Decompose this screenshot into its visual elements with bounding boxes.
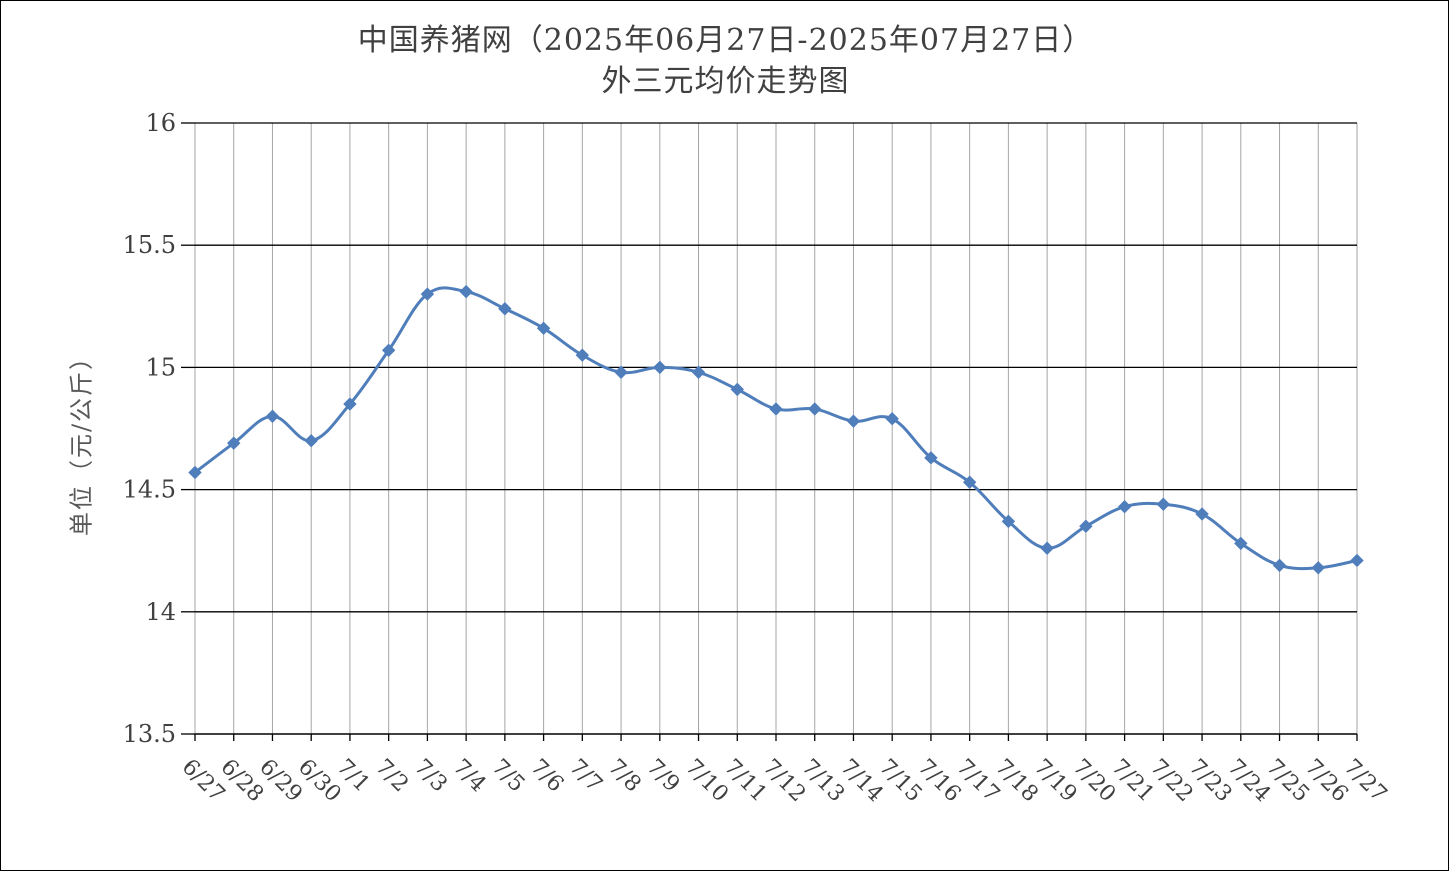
x-tick-label: 7/3 — [409, 755, 452, 798]
data-point-marker — [227, 436, 241, 450]
data-point-marker — [304, 434, 318, 448]
x-tick-label: 7/19 — [1029, 755, 1082, 808]
x-tick-label: 7/8 — [603, 755, 646, 798]
data-point-marker — [846, 414, 861, 428]
chart-subtitle: 外三元均价走势图 — [601, 64, 850, 99]
x-tick-label: 7/22 — [1145, 755, 1198, 808]
data-point-marker — [188, 465, 202, 480]
x-tick-label: 7/16 — [913, 755, 966, 808]
x-tick-label: 7/11 — [719, 755, 772, 808]
x-tick-label: 6/29 — [254, 755, 307, 808]
x-tick-label: 7/6 — [525, 755, 568, 798]
data-point-marker — [498, 302, 512, 316]
x-tick-label: 7/4 — [448, 755, 491, 798]
data-point-marker — [1234, 536, 1248, 551]
data-point-marker — [808, 402, 822, 416]
data-point-marker — [653, 360, 667, 375]
y-axis-ticks: 13.5 14 14.5 15 15.5 16 — [123, 109, 195, 748]
x-tick-label: 7/2 — [370, 755, 413, 798]
data-point-marker — [459, 284, 473, 299]
x-tick-label: 7/13 — [796, 755, 849, 808]
data-point-marker — [614, 365, 628, 379]
x-tick-label: 7/25 — [1261, 755, 1314, 808]
y-tick-label: 13.5 — [123, 720, 176, 748]
data-point-marker — [1040, 541, 1054, 555]
x-tick-label: 6/27 — [177, 755, 230, 808]
data-point-marker — [1272, 558, 1287, 573]
data-point-marker — [885, 412, 899, 426]
y-tick-label: 15.5 — [123, 231, 176, 259]
x-tick-label: 7/12 — [758, 755, 811, 808]
data-point-marker — [924, 451, 938, 465]
data-point-marker — [575, 348, 590, 362]
data-point-marker — [769, 402, 783, 416]
data-point-marker — [265, 409, 280, 423]
x-tick-label: 7/26 — [1300, 755, 1353, 808]
y-tick-label: 14 — [145, 598, 176, 626]
data-point-marker — [962, 475, 977, 489]
data-point-marker — [1350, 553, 1364, 568]
x-tick-label: 6/30 — [293, 755, 346, 808]
data-point-marker — [536, 321, 551, 336]
data-point-marker — [381, 343, 396, 357]
data-point-marker — [420, 287, 435, 301]
x-tick-label: 6/28 — [215, 755, 268, 808]
data-point-marker — [1195, 507, 1209, 521]
x-tick-label: 7/27 — [1339, 755, 1392, 808]
x-tick-label: 7/18 — [990, 755, 1043, 808]
x-tick-label: 7/7 — [564, 755, 607, 798]
data-point-marker — [1001, 514, 1016, 529]
x-axis-ticks: 6/276/286/296/307/17/27/37/47/57/67/77/8… — [177, 734, 1392, 808]
data-point-marker — [1311, 561, 1325, 575]
x-tick-label: 7/9 — [642, 755, 685, 798]
x-tick-label: 7/15 — [874, 755, 927, 808]
vertical-grid — [194, 123, 1358, 734]
data-point-marker — [1079, 519, 1093, 533]
x-tick-label: 7/17 — [951, 755, 1004, 808]
horizontal-grid — [195, 122, 1357, 613]
series-layer — [188, 284, 1364, 575]
x-tick-label: 7/21 — [1106, 755, 1159, 808]
y-tick-label: 14.5 — [123, 476, 176, 504]
x-tick-label: 7/23 — [1184, 755, 1237, 808]
x-tick-label: 7/20 — [1068, 755, 1121, 808]
x-tick-label: 7/5 — [487, 755, 530, 798]
x-tick-label: 7/14 — [835, 755, 888, 808]
y-tick-label: 16 — [145, 109, 176, 137]
data-point-marker — [343, 397, 357, 411]
chart-title: 中国养猪网（2025年06月27日-2025年07月27日） — [357, 23, 1094, 58]
y-tick-label: 15 — [145, 353, 176, 381]
data-point-marker — [1117, 500, 1132, 514]
data-point-marker — [691, 365, 706, 379]
x-tick-label: 7/24 — [1223, 755, 1276, 808]
data-point-marker — [730, 382, 744, 397]
data-point-marker — [1156, 497, 1171, 511]
x-tick-label: 7/10 — [680, 755, 733, 808]
